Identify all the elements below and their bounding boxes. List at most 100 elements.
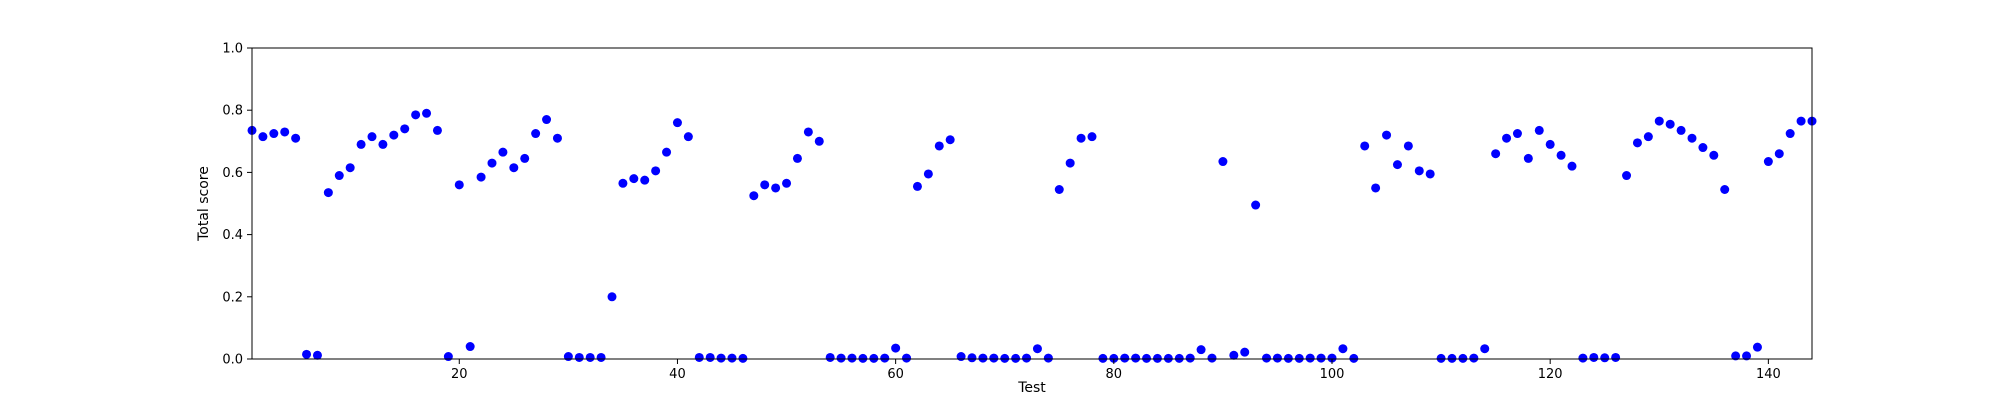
data-point (738, 353, 748, 363)
data-point (1065, 158, 1075, 168)
data-point (1611, 352, 1621, 362)
data-point (520, 153, 530, 163)
x-tick-label: 20 (451, 367, 468, 382)
data-point (1403, 141, 1413, 151)
data-point (1131, 353, 1141, 363)
data-point (1174, 353, 1184, 363)
data-point (727, 353, 737, 363)
data-point (1152, 353, 1162, 363)
data-point (978, 353, 988, 363)
data-point (1196, 345, 1206, 355)
data-point (1098, 353, 1108, 363)
data-point (1665, 119, 1675, 129)
y-tick-label: 0.6 (222, 166, 243, 181)
data-point (1742, 351, 1752, 361)
x-tick-label: 80 (1106, 367, 1123, 382)
data-point (1447, 353, 1457, 363)
data-point (1338, 344, 1348, 354)
y-axis-label: Total score (196, 166, 212, 242)
data-point (662, 147, 672, 157)
data-point (323, 188, 333, 198)
y-tick-label: 0.2 (222, 290, 243, 305)
data-point (847, 353, 857, 363)
data-point (858, 353, 868, 363)
data-point (1709, 150, 1719, 160)
data-point (1272, 353, 1282, 363)
data-point (1414, 166, 1424, 176)
data-points (247, 108, 1817, 363)
data-point (432, 125, 442, 135)
y-tick-label: 0.8 (222, 104, 243, 119)
data-point (880, 353, 890, 363)
data-point (1458, 353, 1468, 363)
data-point (912, 181, 922, 191)
data-point (1229, 350, 1239, 360)
data-point (1589, 352, 1599, 362)
data-point (596, 352, 606, 362)
data-point (487, 158, 497, 168)
data-point (585, 352, 595, 362)
data-point (1316, 353, 1326, 363)
data-point (1000, 353, 1010, 363)
data-point (476, 172, 486, 182)
data-point (531, 129, 541, 139)
data-point (291, 133, 301, 143)
data-point (1654, 116, 1664, 126)
data-point (1698, 143, 1708, 153)
data-point (945, 135, 955, 145)
data-point (705, 352, 715, 362)
data-point (1545, 139, 1555, 149)
data-point (280, 127, 290, 137)
data-point (334, 171, 344, 181)
data-point (1491, 149, 1501, 159)
y-tick-label: 0.0 (222, 353, 243, 368)
y-axis-ticks: 0.0 0.2 0.4 0.6 0.8 1.0 (222, 42, 252, 368)
x-tick-label: 140 (1756, 367, 1781, 382)
x-tick-label: 60 (887, 367, 904, 382)
data-point (651, 166, 661, 176)
data-point (672, 118, 682, 128)
data-point (683, 132, 693, 142)
data-point (1371, 183, 1381, 193)
data-point (1218, 157, 1228, 167)
data-point (640, 175, 650, 185)
data-point (923, 169, 933, 179)
x-tick-label: 40 (669, 367, 686, 382)
data-point (1360, 141, 1370, 151)
data-point (989, 353, 999, 363)
data-point (825, 352, 835, 362)
data-point (1600, 353, 1610, 363)
data-point (1283, 353, 1293, 363)
data-point (694, 352, 704, 362)
data-point (1032, 344, 1042, 354)
data-point (1752, 342, 1762, 352)
data-point (1382, 130, 1392, 140)
x-axis-label: Test (1017, 380, 1046, 396)
data-point (956, 352, 966, 362)
data-point (1294, 353, 1304, 363)
data-point (302, 349, 312, 359)
data-point (618, 178, 628, 188)
data-point (1120, 353, 1130, 363)
data-point (1392, 160, 1402, 170)
data-point (1349, 353, 1359, 363)
data-point (443, 352, 453, 362)
data-point (1425, 169, 1435, 179)
data-point (356, 139, 366, 149)
y-tick-label: 0.4 (222, 228, 243, 243)
data-point (400, 124, 410, 134)
data-point (1632, 138, 1642, 148)
data-point (1480, 344, 1490, 354)
data-point (1469, 353, 1479, 363)
data-point (1087, 132, 1097, 142)
data-point (1207, 353, 1217, 363)
data-point (563, 352, 573, 362)
data-point (312, 350, 322, 360)
data-point (1622, 171, 1632, 181)
data-point (1720, 185, 1730, 195)
data-point (542, 115, 552, 125)
data-point (552, 133, 562, 143)
data-point (1796, 116, 1806, 126)
data-point (1643, 132, 1653, 142)
data-point (367, 132, 377, 142)
